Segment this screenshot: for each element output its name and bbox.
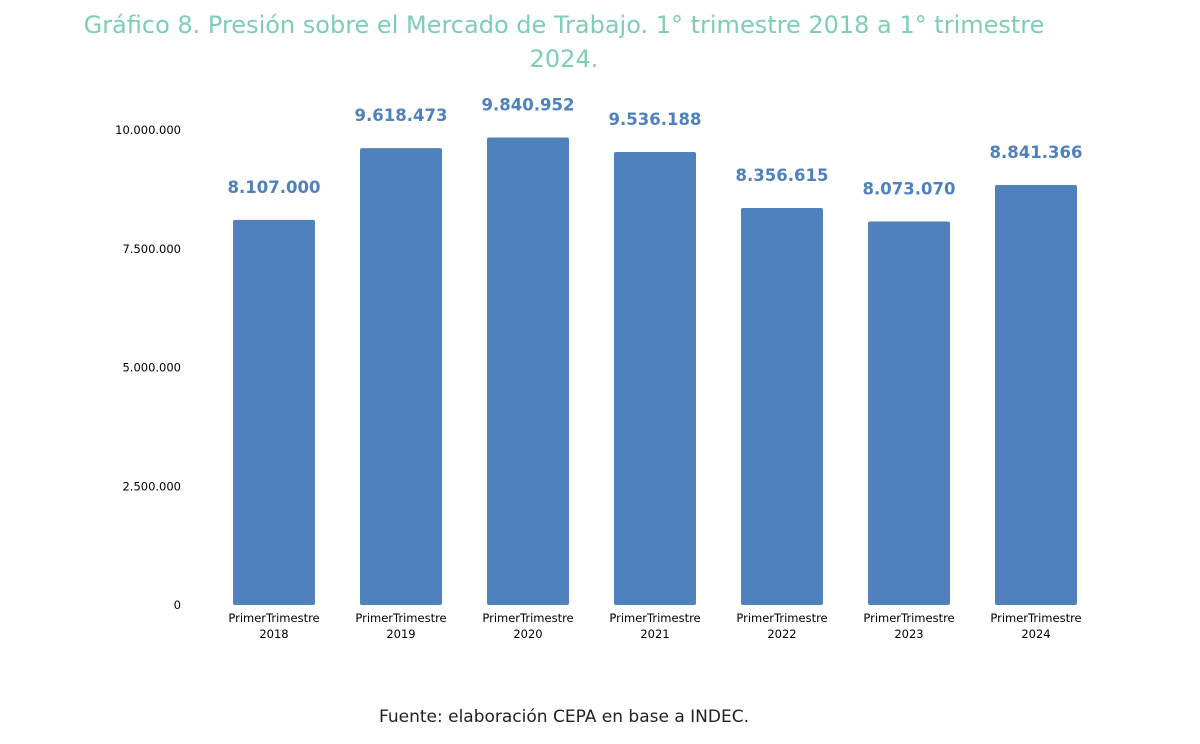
x-tick-label: PrimerTrimestre	[736, 611, 827, 625]
x-tick-label: 2018	[259, 627, 288, 641]
x-tick-label: 2020	[513, 627, 542, 641]
data-label: 8.356.615	[736, 166, 829, 185]
y-tick-label: 5.000.000	[122, 361, 181, 375]
bar	[868, 221, 950, 605]
bar	[995, 185, 1077, 606]
bar-chart: 0 2.500.000 5.000.000 7.500.000 10.000.000 8.…	[115, 96, 1083, 641]
x-tick-label: 2023	[894, 627, 923, 641]
y-tick-label: 2.500.000	[122, 479, 181, 493]
x-tick-label: PrimerTrimestre	[482, 611, 573, 625]
bar	[614, 152, 696, 605]
chart-source-note: Fuente: elaboración CEPA en base a INDEC…	[379, 707, 749, 727]
chart-title: Gráfico 8. Presión sobre el Mercado de T…	[83, 11, 1045, 73]
bar	[233, 219, 315, 606]
data-label: 9.840.952	[482, 96, 575, 115]
x-tick-label: 2024	[1021, 627, 1050, 641]
bar	[360, 148, 442, 605]
x-tick-label: PrimerTrimestre	[990, 611, 1081, 625]
y-tick-label: 0	[174, 598, 181, 612]
x-tick-label: PrimerTrimestre	[609, 611, 700, 625]
data-label: 8.841.366	[990, 143, 1083, 162]
x-tick-label: 2022	[767, 627, 796, 641]
data-label: 9.618.473	[355, 106, 448, 125]
bar	[741, 208, 823, 605]
bar	[487, 137, 569, 605]
x-tick-label: PrimerTrimestre	[228, 611, 319, 625]
y-tick-label: 7.500.000	[122, 242, 181, 256]
x-tick-label: PrimerTrimestre	[863, 611, 954, 625]
data-label: 9.536.188	[609, 110, 702, 129]
x-tick-label: PrimerTrimestre	[355, 611, 446, 625]
data-label: 8.107.000	[228, 178, 321, 197]
x-tick-label: 2021	[640, 627, 669, 641]
x-tick-label: 2019	[386, 627, 415, 641]
y-tick-label: 10.000.000	[115, 123, 181, 137]
data-label: 8.073.070	[863, 180, 956, 199]
